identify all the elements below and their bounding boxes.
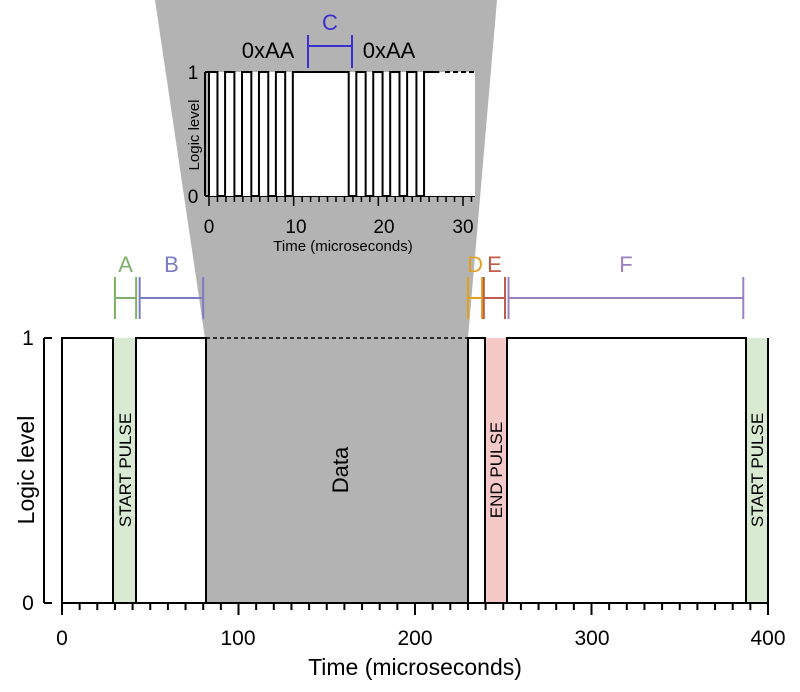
inset-byte-label-1: 0xAA: [242, 38, 295, 63]
signal-trace-right: [467, 337, 769, 604]
inset-y-axis-title: Logic level: [186, 100, 203, 171]
main-x-tick-label-100: 100: [220, 627, 255, 650]
inset-x-axis-title: Time (microseconds): [273, 238, 412, 255]
inset-gap-letter: C: [322, 10, 338, 35]
inset-gap-bracket: [307, 35, 353, 68]
data-region-label: Data: [328, 446, 353, 493]
inset-x-tick-label-10: 10: [285, 217, 306, 238]
inset-signal-trace: [208, 71, 440, 197]
main-x-tick-label-0: 0: [56, 627, 68, 650]
segment-letter-e: E: [487, 252, 502, 277]
main-x-ticks: [61, 603, 769, 615]
inset-plot: 1 0 0 10 20 30 Time (microseconds) Logic…: [186, 10, 475, 255]
main-y-tick-label-1: 1: [22, 327, 34, 350]
main-y-axis-title: Logic level: [13, 416, 39, 525]
main-x-axis-title: Time (microseconds): [308, 654, 522, 680]
segment-bracket-d: [466, 277, 484, 319]
segment-bracket-e: [482, 277, 507, 319]
segment-letter-d: D: [467, 252, 483, 277]
main-y-tick-label-0: 0: [22, 592, 34, 615]
inset-signal-background: [209, 72, 475, 196]
inset-y-tick-label-1: 1: [188, 63, 199, 84]
main-x-tick-label-300: 300: [574, 627, 609, 650]
inset-byte-label-2: 0xAA: [363, 38, 416, 63]
main-x-tick-label-200: 200: [397, 627, 432, 650]
segment-letter-a: A: [118, 252, 133, 277]
start-pulse-2-label: START PULSE: [748, 413, 767, 527]
segment-bracket-b: [138, 277, 205, 319]
inset-x-ticks: [208, 196, 473, 206]
start-pulse-1-region: [113, 338, 136, 603]
inset-x-tick-label-0: 0: [204, 217, 215, 238]
start-pulse-1-label: START PULSE: [116, 413, 135, 527]
end-pulse-label: END PULSE: [487, 422, 506, 518]
start-pulse-2-region: [746, 338, 768, 603]
inset-y-tick-label-0: 0: [188, 187, 199, 208]
inset-signal-line: [208, 71, 440, 197]
segment-bracket-f: [507, 277, 745, 319]
main-x-tick-label-400: 400: [750, 627, 785, 650]
segment-bracket-a: [113, 277, 138, 319]
segment-letter-f: F: [619, 252, 632, 277]
inset-x-tick-label-20: 20: [373, 217, 394, 238]
segment-letter-b: B: [164, 252, 179, 277]
inset-x-tick-label-30: 30: [452, 217, 473, 238]
end-pulse-region: [485, 338, 507, 603]
